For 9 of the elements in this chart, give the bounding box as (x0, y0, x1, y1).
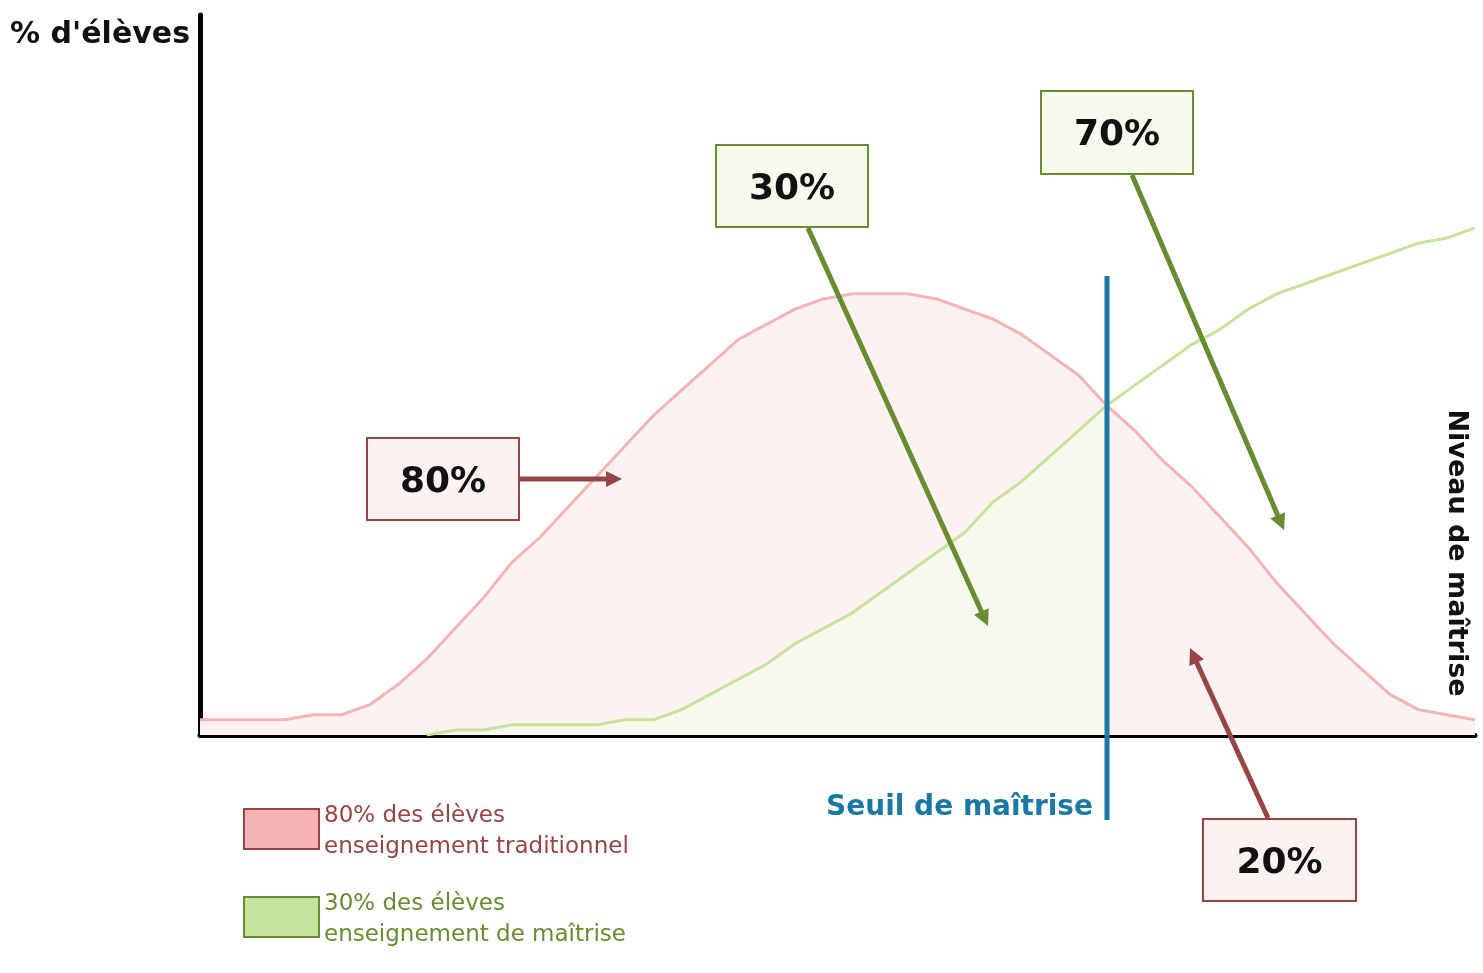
text: % d'élèves (10, 14, 190, 50)
text: 30% (715, 144, 869, 228)
legend-label: 80% des élèves enseignement traditionnel (324, 800, 629, 858)
text: 20% (1202, 818, 1357, 902)
text: 70% (1040, 90, 1194, 175)
annotation: Niveau de maîtrise (1442, 409, 1474, 697)
legend-label: 30% des élèves enseignement de maîtrise (324, 888, 626, 946)
annotation: 80% (366, 437, 520, 521)
text: Seuil de maîtrise (826, 788, 1093, 822)
